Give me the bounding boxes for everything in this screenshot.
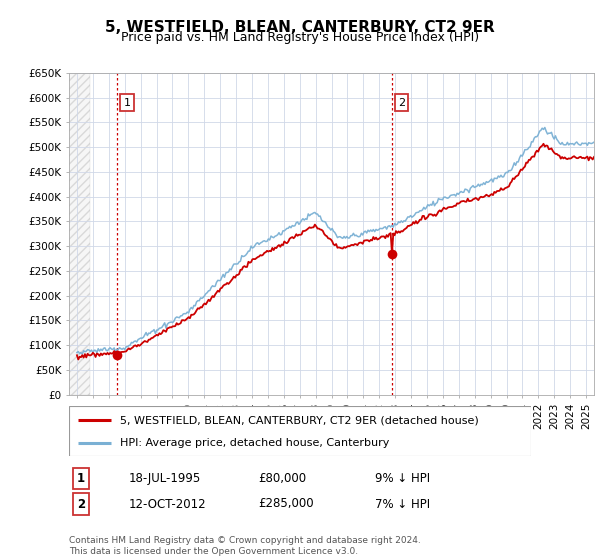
Text: 9% ↓ HPI: 9% ↓ HPI [375,472,430,486]
Text: 5, WESTFIELD, BLEAN, CANTERBURY, CT2 9ER: 5, WESTFIELD, BLEAN, CANTERBURY, CT2 9ER [105,20,495,35]
Text: Price paid vs. HM Land Registry's House Price Index (HPI): Price paid vs. HM Land Registry's House … [121,31,479,44]
Text: 5, WESTFIELD, BLEAN, CANTERBURY, CT2 9ER (detached house): 5, WESTFIELD, BLEAN, CANTERBURY, CT2 9ER… [120,415,479,425]
Text: 1: 1 [124,97,131,108]
Text: 7% ↓ HPI: 7% ↓ HPI [375,497,430,511]
Text: 2: 2 [398,97,405,108]
Polygon shape [69,73,89,395]
Text: 12-OCT-2012: 12-OCT-2012 [129,497,206,511]
Text: £80,000: £80,000 [258,472,306,486]
Text: 1: 1 [77,472,85,486]
Text: £285,000: £285,000 [258,497,314,511]
Text: 18-JUL-1995: 18-JUL-1995 [129,472,201,486]
Text: 2: 2 [77,497,85,511]
Text: Contains HM Land Registry data © Crown copyright and database right 2024.
This d: Contains HM Land Registry data © Crown c… [69,536,421,556]
Text: HPI: Average price, detached house, Canterbury: HPI: Average price, detached house, Cant… [120,438,389,449]
